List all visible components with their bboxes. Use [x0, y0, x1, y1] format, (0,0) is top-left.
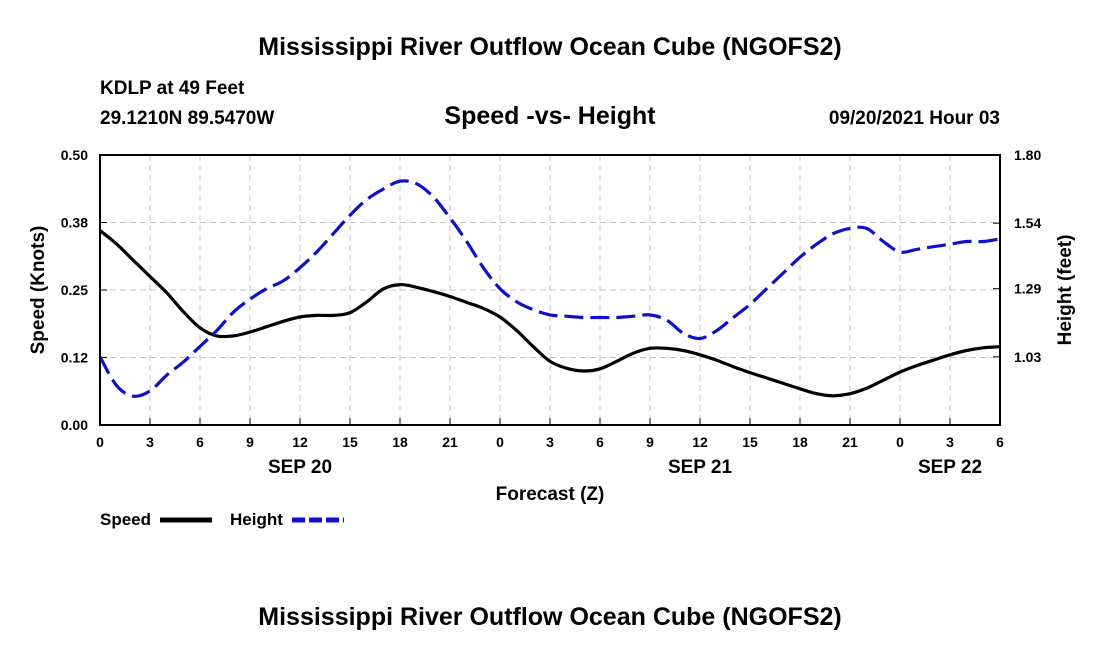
tick-labels: 0 3 6 9 12 15 18 21 0 3 6 9 12 15 18 21 0 3 6 0.00 0.12 0.25 0…	[61, 147, 1042, 478]
x-axis-label: Forecast (Z)	[496, 484, 605, 505]
x-tick-label: 12	[292, 434, 308, 450]
page-title-bottom: Mississippi River Outflow Ocean Cube (NG…	[258, 603, 841, 631]
x-tick-label: 18	[792, 434, 808, 450]
data-series	[98, 179, 1001, 398]
coordinates-label: 29.1210N 89.5470W	[100, 108, 274, 129]
x-tick-label: 21	[842, 434, 858, 450]
legend-speed-label: Speed	[100, 510, 151, 529]
station-label: KDLP at 49 Feet	[100, 78, 245, 99]
x-tick-label: 9	[246, 434, 254, 450]
y-axis-label: Speed (Knots)	[28, 226, 49, 355]
x-tick-label: 15	[742, 434, 758, 450]
x-tick-label: 9	[646, 434, 654, 450]
legend: Speed Height	[100, 510, 344, 529]
y2-tick-label: 1.80	[1014, 147, 1041, 163]
forecast-datetime: 09/20/2021 Hour 03	[829, 108, 1000, 129]
x-tick-label: 18	[392, 434, 408, 450]
series-line-speed	[99, 229, 1001, 398]
x-tick-label: 6	[196, 434, 204, 450]
date-label: SEP 22	[918, 457, 982, 478]
x-tick-label: 3	[546, 434, 554, 450]
y-tick-label: 0.25	[61, 282, 88, 298]
chart-title: Speed -vs- Height	[444, 102, 656, 130]
grid-lines	[100, 155, 1000, 425]
y2-tick-label: 1.03	[1014, 349, 1041, 365]
legend-height-label: Height	[230, 510, 283, 529]
x-tick-label: 6	[996, 434, 1004, 450]
y2-axis-label: Height (feet)	[1055, 235, 1076, 346]
y-tick-label: 0.00	[61, 417, 88, 433]
plot-frame	[99, 154, 1001, 426]
x-tick-label: 3	[146, 434, 154, 450]
x-tick-label: 15	[342, 434, 358, 450]
x-tick-label: 21	[442, 434, 458, 450]
page-title-top: Mississippi River Outflow Ocean Cube (NG…	[258, 33, 841, 61]
y-tick-label: 0.12	[61, 350, 88, 366]
y-tick-label: 0.50	[61, 147, 88, 163]
y-tick-label: 0.38	[61, 215, 88, 231]
x-tick-label: 12	[692, 434, 708, 450]
x-tick-label: 0	[496, 434, 504, 450]
x-tick-label: 3	[946, 434, 954, 450]
y2-tick-label: 1.54	[1014, 215, 1041, 231]
date-label: SEP 21	[668, 457, 733, 478]
x-tick-label: 6	[596, 434, 604, 450]
x-tick-label: 0	[896, 434, 904, 450]
series-line-height	[98, 179, 1001, 398]
x-tick-label: 0	[96, 434, 104, 450]
date-label: SEP 20	[268, 457, 332, 478]
y2-tick-label: 1.29	[1014, 281, 1041, 297]
